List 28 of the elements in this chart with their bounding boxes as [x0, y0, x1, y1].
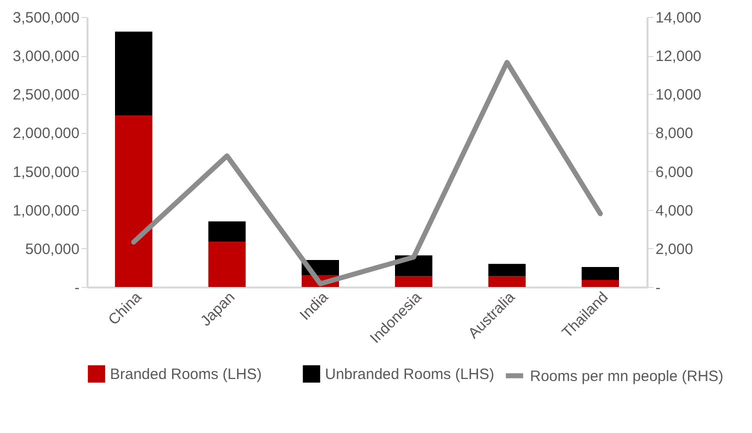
- bar: [582, 280, 619, 287]
- y-tick-label: -: [74, 280, 80, 296]
- y2-tick-label: 6,000: [656, 164, 694, 181]
- y-tick-label: 3,000,000: [12, 48, 80, 66]
- bar: [115, 32, 152, 116]
- bar: [208, 221, 246, 242]
- legend-label: Unbranded Rooms (LHS): [325, 366, 494, 383]
- y-tick-label: 500,000: [25, 240, 80, 258]
- y2-tick-label: 10,000: [656, 86, 702, 104]
- y2-tick-label: 2,000: [656, 240, 694, 258]
- y-tick-label: 1,500,000: [12, 164, 80, 181]
- bar: [488, 264, 526, 276]
- y2-tick-label: 8,000: [656, 125, 694, 142]
- y2-tick-label: -: [656, 280, 660, 296]
- y-tick-label: 1,000,000: [12, 202, 80, 220]
- bar: [488, 276, 526, 287]
- y-tick-label: 2,500,000: [12, 86, 80, 104]
- bar: [208, 241, 246, 287]
- y-tick-label: 3,500,000: [12, 10, 80, 26]
- y2-tick-label: 12,000: [656, 48, 702, 66]
- y2-tick-label: 4,000: [656, 202, 694, 220]
- y-tick-label: 2,000,000: [12, 125, 80, 142]
- bar: [115, 116, 152, 287]
- bar: [582, 266, 619, 280]
- legend-label: Rooms per mn people (RHS): [530, 368, 724, 385]
- y2-tick-label: 14,000: [656, 10, 702, 26]
- bar: [395, 276, 432, 287]
- legend-label: Branded Rooms (LHS): [110, 366, 262, 383]
